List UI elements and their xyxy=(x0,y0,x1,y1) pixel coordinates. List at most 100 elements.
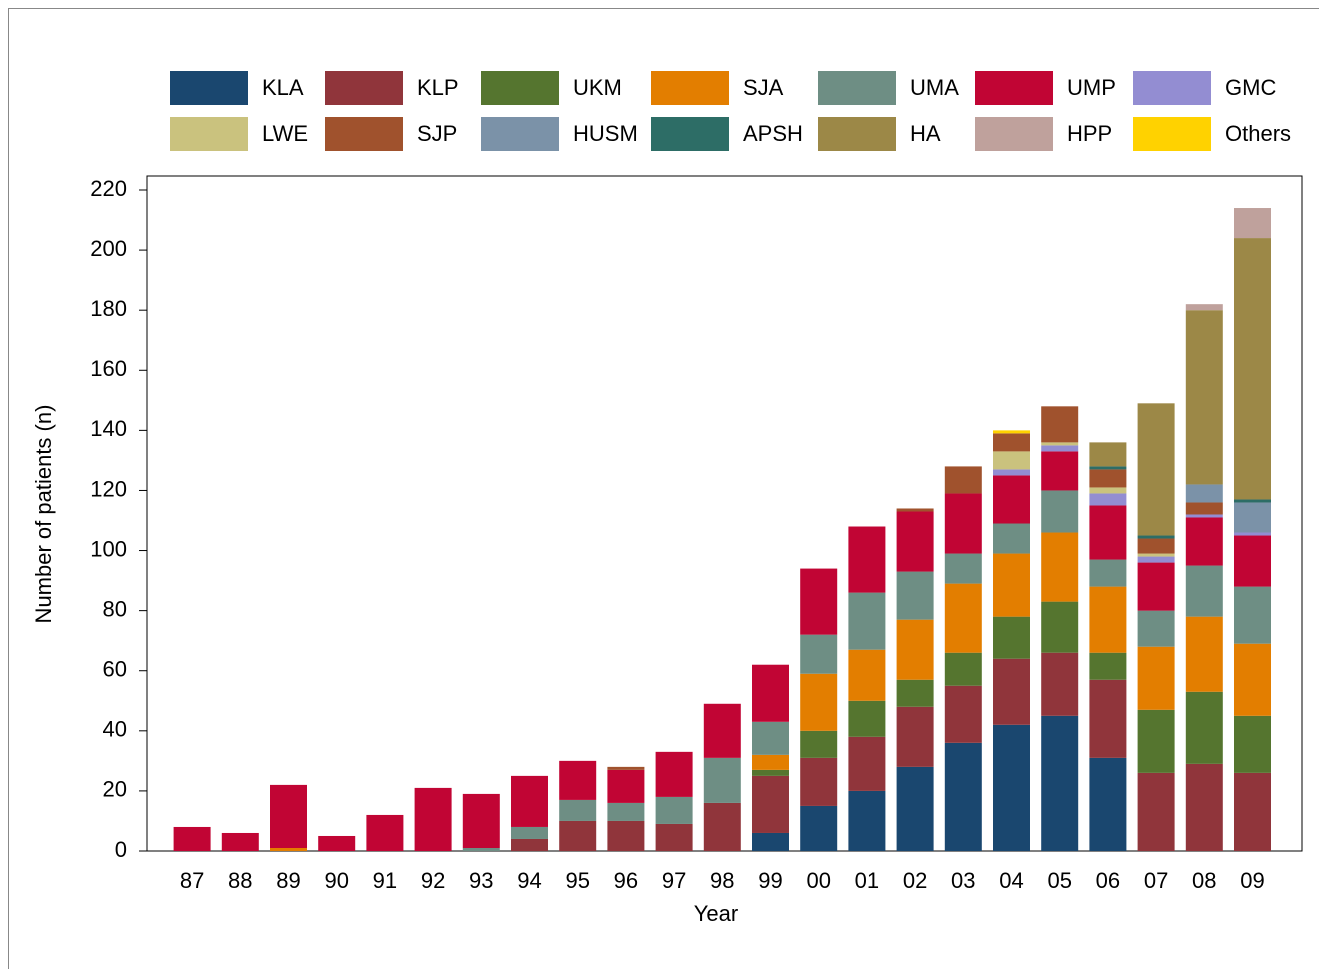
bar-segment xyxy=(655,751,693,797)
legend-label: UMA xyxy=(910,75,959,100)
legend-swatch xyxy=(325,71,403,105)
x-tick-label: 98 xyxy=(710,868,734,893)
bar-segment xyxy=(848,526,886,593)
legend-swatch xyxy=(481,117,559,151)
bar-segment xyxy=(1041,652,1079,716)
bar-segment xyxy=(1089,469,1127,488)
y-tick-label: 0 xyxy=(115,837,127,862)
bar-segment xyxy=(270,847,307,851)
x-tick-label: 94 xyxy=(517,868,541,893)
legend-swatch xyxy=(1133,117,1211,151)
y-tick-label: 160 xyxy=(90,356,127,381)
bar-segment xyxy=(1185,484,1223,503)
bar-segment xyxy=(1185,304,1223,311)
bar-segment xyxy=(993,523,1030,554)
bar-segment xyxy=(511,775,548,827)
x-tick-label: 97 xyxy=(662,868,686,893)
y-tick-label: 100 xyxy=(90,536,127,561)
bar-segment xyxy=(752,775,789,833)
x-tick-label: 00 xyxy=(806,868,830,893)
x-tick-label: 08 xyxy=(1192,868,1216,893)
y-axis-label: Number of patients (n) xyxy=(31,405,56,624)
bar-segment xyxy=(1137,646,1175,710)
bar-segment xyxy=(1185,517,1223,566)
bar-segment xyxy=(1185,616,1223,692)
bar-segment xyxy=(655,796,693,824)
bar-segment xyxy=(1041,532,1079,602)
bar-segment xyxy=(1137,562,1175,611)
bar-segment xyxy=(1185,514,1223,518)
bar-segment xyxy=(1137,556,1175,563)
bar-segment xyxy=(1041,451,1079,491)
bar-segment xyxy=(993,469,1030,476)
x-tick-label: 06 xyxy=(1096,868,1120,893)
x-tick-label: 95 xyxy=(565,868,589,893)
bar-segment xyxy=(1089,505,1127,560)
bar-segment xyxy=(993,724,1030,851)
bar-segment xyxy=(944,493,982,554)
bar-segment xyxy=(1089,757,1127,851)
bar-segment xyxy=(896,706,934,767)
bar-segment xyxy=(1089,586,1127,653)
bar-segment xyxy=(848,790,886,851)
bar-segment xyxy=(752,754,789,770)
legend-swatch xyxy=(481,71,559,105)
legend-swatch xyxy=(651,71,729,105)
bar-segment xyxy=(944,553,982,584)
bar-segment xyxy=(1041,601,1079,653)
x-tick-label: 88 xyxy=(228,868,252,893)
bar-segment xyxy=(752,721,789,755)
bar-segment xyxy=(414,787,452,851)
bar-segment xyxy=(1137,403,1175,536)
legend-label: SJA xyxy=(743,75,784,100)
bar-segment xyxy=(1089,466,1127,470)
bar-segment xyxy=(1234,208,1271,239)
bar-segment xyxy=(1089,493,1127,506)
y-tick-label: 60 xyxy=(103,657,127,682)
bar-segment xyxy=(703,802,741,851)
legend-swatch xyxy=(651,117,729,151)
y-tick-label: 200 xyxy=(90,236,127,261)
bar-segment xyxy=(1041,445,1079,452)
y-tick-label: 80 xyxy=(103,596,127,621)
bar-segment xyxy=(1137,553,1175,557)
bar-segment xyxy=(462,793,500,848)
x-tick-label: 09 xyxy=(1240,868,1264,893)
bar-segment xyxy=(1234,643,1271,716)
bar-segment xyxy=(800,805,838,851)
bar-segment xyxy=(703,703,741,758)
bar-segment xyxy=(655,823,693,851)
bar-segment xyxy=(896,679,934,707)
bar-segment xyxy=(559,760,597,800)
bar-segment xyxy=(1089,442,1127,467)
bar-segment xyxy=(800,730,838,758)
legend-label: KLP xyxy=(417,75,459,100)
x-tick-label: 05 xyxy=(1047,868,1071,893)
bar-segment xyxy=(1234,715,1271,773)
bar-segment xyxy=(270,784,307,848)
x-tick-label: 03 xyxy=(951,868,975,893)
legend-label: KLA xyxy=(262,75,304,100)
bar-segment xyxy=(1185,691,1223,764)
bar-segment xyxy=(462,847,500,851)
bar-segment xyxy=(607,766,645,770)
bar-segment xyxy=(896,511,934,572)
legend-label: UMP xyxy=(1067,75,1116,100)
legend-swatch xyxy=(975,117,1053,151)
x-tick-label: 04 xyxy=(999,868,1023,893)
bar-segment xyxy=(173,826,211,851)
bar-segment xyxy=(607,820,645,851)
legend-swatch xyxy=(325,117,403,151)
bar-segment xyxy=(1041,442,1079,446)
x-tick-label: 87 xyxy=(180,868,204,893)
x-tick-label: 96 xyxy=(614,868,638,893)
bar-segment xyxy=(1137,538,1175,554)
bar-segment xyxy=(1137,709,1175,773)
legend-label: GMC xyxy=(1225,75,1276,100)
bar-segment xyxy=(559,799,597,821)
bar-segment xyxy=(1185,310,1223,485)
bar-segment xyxy=(1234,532,1271,536)
bar-segment xyxy=(1137,610,1175,647)
bar-segment xyxy=(1089,559,1127,587)
